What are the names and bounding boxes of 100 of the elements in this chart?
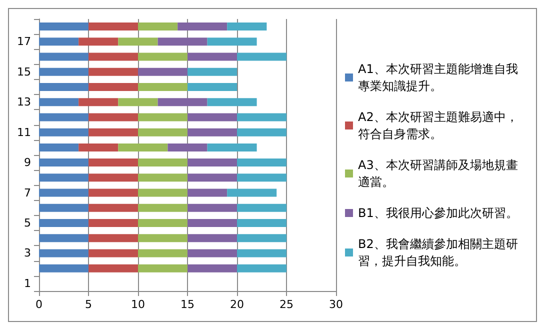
bar (237, 249, 286, 258)
bar (138, 22, 178, 31)
bar (78, 38, 118, 46)
x-tick-label: 25 (280, 298, 294, 311)
bar (207, 38, 257, 46)
bar (39, 264, 88, 272)
bar (138, 234, 188, 242)
bar (78, 98, 118, 106)
bar (88, 174, 138, 182)
bar (138, 264, 188, 272)
bar (138, 249, 188, 258)
bar (118, 38, 158, 46)
bar (237, 113, 286, 122)
bar (207, 98, 257, 106)
bar (158, 38, 208, 46)
bar (88, 52, 138, 61)
y-tick-label: 17 (17, 35, 31, 48)
bar (88, 188, 138, 197)
bar (237, 52, 286, 61)
bar (168, 143, 208, 152)
bar (188, 249, 237, 258)
bar (88, 83, 138, 91)
bar (138, 128, 188, 136)
bar (39, 174, 88, 182)
y-tick-label: 15 (17, 65, 31, 78)
bar (39, 234, 88, 242)
bar (88, 204, 138, 212)
x-tick-label: 20 (230, 298, 244, 311)
y-tick-label: 9 (24, 156, 31, 170)
bar (39, 143, 79, 152)
bar (39, 68, 88, 76)
bar (207, 143, 257, 152)
bar (39, 188, 88, 197)
legend-label: A3、本次研習講師及場地規畫適當。 (358, 158, 518, 189)
y-tick-label: 1 (24, 276, 31, 290)
bar (237, 264, 286, 272)
bar (78, 143, 118, 152)
y-tick-label: 5 (24, 216, 31, 230)
bar (39, 113, 88, 122)
bar (118, 143, 168, 152)
bar (188, 52, 237, 61)
bar (39, 128, 88, 136)
bar (138, 113, 188, 122)
bar (39, 249, 88, 258)
legend-label: B1、我很用心參加此次研習。 (358, 206, 518, 220)
bar (188, 219, 237, 227)
bar (118, 98, 158, 106)
legend-label: A2、本次研習主題難易適中，符合自身需求。 (358, 110, 518, 141)
bar (88, 219, 138, 227)
bar (158, 98, 208, 106)
y-tick-label: 3 (24, 246, 31, 260)
bar (138, 83, 188, 91)
bar (39, 52, 88, 61)
bar (237, 128, 286, 136)
bar (88, 264, 138, 272)
bar (188, 158, 237, 167)
bar (39, 22, 88, 31)
bar (138, 52, 188, 61)
bar (39, 158, 88, 167)
y-tick-label: 13 (17, 96, 31, 109)
bar (237, 234, 286, 242)
bar (88, 234, 138, 242)
bar (88, 68, 138, 76)
bar (138, 219, 188, 227)
bar (237, 158, 286, 167)
bar (188, 68, 237, 76)
bar (138, 188, 188, 197)
bar (188, 204, 237, 212)
bar (39, 204, 88, 212)
bar (237, 204, 286, 212)
bar (138, 174, 188, 182)
bar (237, 174, 286, 182)
bar (88, 249, 138, 258)
bar (39, 83, 88, 91)
x-tick-label: 30 (329, 298, 343, 311)
bar (188, 264, 237, 272)
bar (227, 188, 277, 197)
y-tick-label: 11 (17, 126, 31, 139)
legend-label: B2、我會繼續參加相關主題研習，提升自我知能。 (358, 237, 518, 268)
bar (138, 204, 188, 212)
bar (188, 234, 237, 242)
bar (39, 38, 79, 46)
x-tick-label: 10 (131, 298, 145, 311)
bar (88, 158, 138, 167)
bar (237, 219, 286, 227)
bar (188, 174, 237, 182)
bar (227, 22, 267, 31)
y-tick-label: 7 (24, 186, 31, 200)
bar (39, 219, 88, 227)
x-tick-label: 0 (36, 298, 42, 311)
bar (138, 68, 188, 76)
bar (188, 83, 237, 91)
bar (88, 113, 138, 122)
bar (88, 22, 138, 31)
bar (178, 22, 228, 31)
legend-label: A1、本次研習主題能增進自我專業知識提升。 (358, 62, 518, 93)
bar (39, 98, 79, 106)
x-tick-label: 15 (180, 298, 194, 311)
bar (138, 158, 188, 167)
bar (188, 113, 237, 122)
